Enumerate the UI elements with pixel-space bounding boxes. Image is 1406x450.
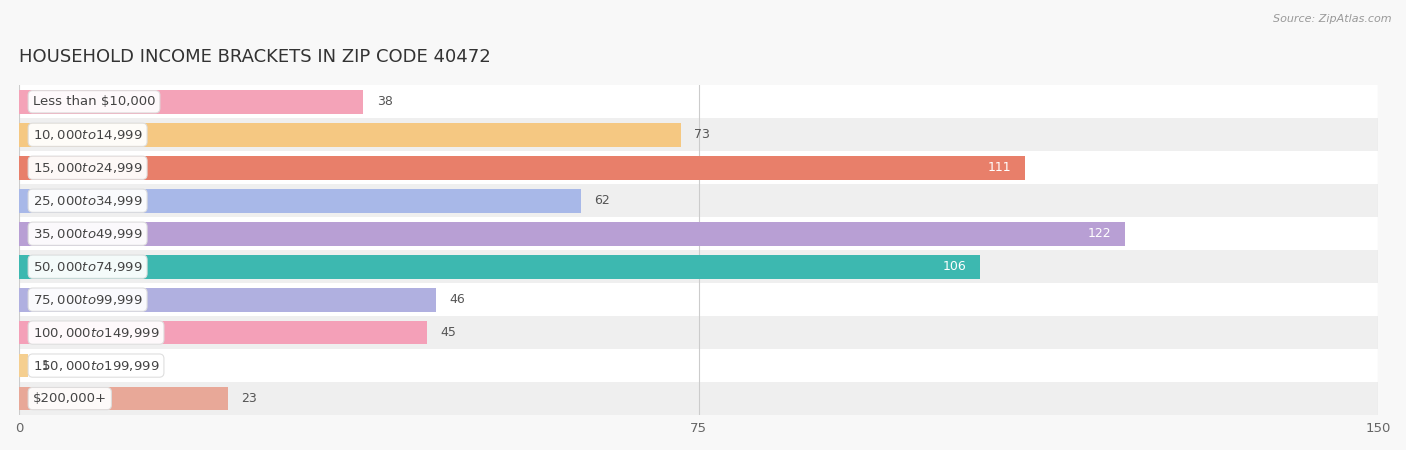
Bar	[20, 255, 980, 279]
Bar	[20, 288, 436, 311]
Bar	[0, 283, 1406, 316]
Text: 122: 122	[1087, 227, 1111, 240]
Bar	[0, 151, 1406, 184]
Text: $15,000 to $24,999: $15,000 to $24,999	[32, 161, 142, 175]
Text: $50,000 to $74,999: $50,000 to $74,999	[32, 260, 142, 274]
Text: $200,000+: $200,000+	[32, 392, 107, 405]
Text: $100,000 to $149,999: $100,000 to $149,999	[32, 326, 159, 340]
Bar	[20, 90, 364, 114]
Text: $150,000 to $199,999: $150,000 to $199,999	[32, 359, 159, 373]
Text: Less than $10,000: Less than $10,000	[32, 95, 155, 108]
Bar	[0, 184, 1406, 217]
Bar	[0, 217, 1406, 250]
Bar	[0, 316, 1406, 349]
Bar	[20, 189, 581, 212]
Bar	[20, 156, 1025, 180]
Text: 111: 111	[988, 161, 1011, 174]
Text: 62: 62	[595, 194, 610, 207]
Bar	[0, 382, 1406, 415]
Bar	[0, 250, 1406, 283]
Bar	[20, 222, 1125, 246]
Bar	[20, 321, 427, 345]
Text: HOUSEHOLD INCOME BRACKETS IN ZIP CODE 40472: HOUSEHOLD INCOME BRACKETS IN ZIP CODE 40…	[20, 48, 491, 66]
Text: 38: 38	[377, 95, 392, 108]
Text: $25,000 to $34,999: $25,000 to $34,999	[32, 194, 142, 208]
Bar	[20, 387, 228, 410]
Bar	[0, 86, 1406, 118]
Text: 45: 45	[440, 326, 457, 339]
Text: $75,000 to $99,999: $75,000 to $99,999	[32, 292, 142, 306]
Text: 23: 23	[242, 392, 257, 405]
Text: 46: 46	[450, 293, 465, 306]
Text: $35,000 to $49,999: $35,000 to $49,999	[32, 227, 142, 241]
Text: 1: 1	[42, 359, 49, 372]
Bar	[0, 118, 1406, 151]
Text: 73: 73	[695, 128, 710, 141]
Bar	[20, 354, 28, 378]
Bar	[20, 123, 681, 147]
Text: 106: 106	[942, 260, 966, 273]
Text: $10,000 to $14,999: $10,000 to $14,999	[32, 128, 142, 142]
Text: Source: ZipAtlas.com: Source: ZipAtlas.com	[1274, 14, 1392, 23]
Bar	[0, 349, 1406, 382]
